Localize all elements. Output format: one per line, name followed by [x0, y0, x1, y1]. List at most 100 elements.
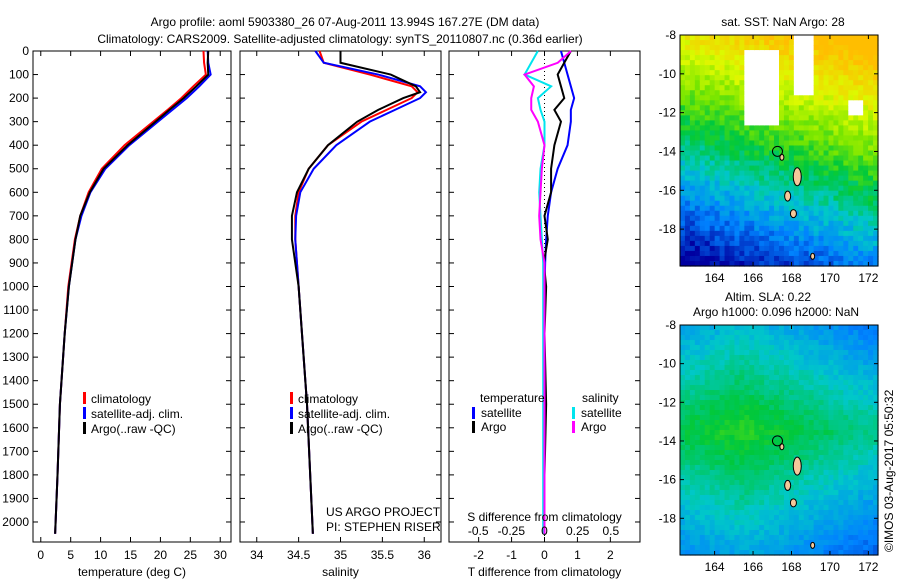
map-cell — [694, 200, 701, 207]
map-cell — [719, 45, 726, 51]
map-cell — [759, 520, 765, 526]
map-cell — [729, 200, 736, 207]
map-cell — [714, 380, 721, 386]
map-cell — [694, 65, 701, 71]
map-cell — [759, 170, 765, 177]
map-cell — [680, 120, 686, 126]
map-cell — [853, 65, 859, 71]
map-cell — [848, 245, 854, 252]
island-shape — [784, 479, 792, 491]
map-cell — [744, 50, 750, 56]
map-cell — [709, 460, 716, 466]
map-cell — [828, 345, 835, 351]
map-cell — [798, 500, 805, 506]
map-cell — [759, 415, 765, 421]
map-cell — [729, 170, 736, 177]
map-cell — [843, 480, 849, 486]
map-cell — [744, 245, 750, 252]
map-cell — [873, 540, 879, 546]
map-cell — [863, 385, 869, 391]
map-cell — [823, 50, 830, 56]
map-cell — [843, 200, 849, 207]
map-cell — [843, 255, 849, 262]
map-cell — [680, 345, 686, 351]
map-cell — [843, 505, 849, 511]
map-cell — [823, 465, 830, 471]
map-cell — [704, 235, 711, 242]
map-cell — [724, 200, 731, 207]
map-cell — [858, 215, 864, 222]
map-cell — [769, 260, 775, 267]
map-cell — [724, 235, 731, 242]
map-cell — [843, 150, 849, 157]
map-cell — [843, 395, 849, 401]
map-cell — [694, 205, 701, 212]
map-cell — [873, 115, 879, 121]
map-cell — [863, 160, 869, 167]
map-cell — [719, 150, 726, 157]
map-cell — [823, 505, 830, 511]
map-cell — [853, 110, 859, 116]
map-cell — [714, 225, 721, 232]
map-cell — [774, 220, 780, 227]
map-cell — [818, 115, 825, 121]
map-cell — [838, 220, 844, 227]
map-cell — [828, 350, 835, 356]
map-cell — [808, 450, 815, 456]
map-cell — [798, 85, 805, 91]
map-cell — [779, 105, 785, 111]
map-cell — [724, 440, 731, 446]
map-cell — [744, 475, 750, 481]
map-cell — [818, 375, 825, 381]
map-cell — [873, 50, 879, 56]
map-cell — [853, 445, 859, 451]
map-cell — [689, 250, 696, 257]
map-cell — [818, 445, 825, 451]
map-cell — [868, 130, 874, 137]
map-cell — [818, 170, 825, 177]
map-cell — [694, 375, 701, 381]
island-shape — [789, 498, 797, 508]
map-cell — [759, 225, 765, 232]
map-cell — [744, 385, 750, 391]
map-cell — [699, 250, 706, 257]
map-cell — [739, 420, 745, 426]
map-cell — [749, 170, 755, 177]
map-cell — [813, 345, 820, 351]
map-cell — [798, 345, 805, 351]
map-cell — [843, 215, 849, 222]
map-cell — [783, 550, 790, 556]
map-cell — [704, 260, 711, 267]
map-cell — [739, 425, 745, 431]
map-cell — [779, 545, 785, 551]
map-cell — [838, 215, 844, 222]
map-cell — [739, 165, 745, 172]
map-cell — [769, 130, 775, 137]
map-cell — [744, 75, 750, 81]
map-cell — [680, 405, 686, 411]
map-cell — [769, 455, 775, 461]
map-cell — [754, 405, 760, 411]
map-cell — [838, 460, 844, 466]
map-cell — [719, 535, 726, 541]
map-cell — [853, 325, 859, 331]
map-cell — [788, 60, 795, 66]
map-cell — [684, 330, 691, 336]
map-cell — [759, 160, 765, 167]
map-cell — [739, 370, 745, 376]
map-cell — [709, 85, 716, 91]
map-cell — [774, 385, 780, 391]
map-cell — [714, 175, 721, 182]
map-cell — [868, 390, 874, 396]
map-cell — [769, 485, 775, 491]
map-cell — [714, 445, 721, 451]
map-cell — [783, 135, 790, 142]
map-cell — [838, 545, 844, 551]
map-cell — [759, 65, 765, 71]
map-cell — [779, 375, 785, 381]
map-cell — [833, 245, 839, 252]
map-cell — [843, 80, 849, 86]
map-cell — [838, 130, 844, 137]
map-cell — [823, 495, 830, 501]
map-cell — [769, 50, 775, 56]
